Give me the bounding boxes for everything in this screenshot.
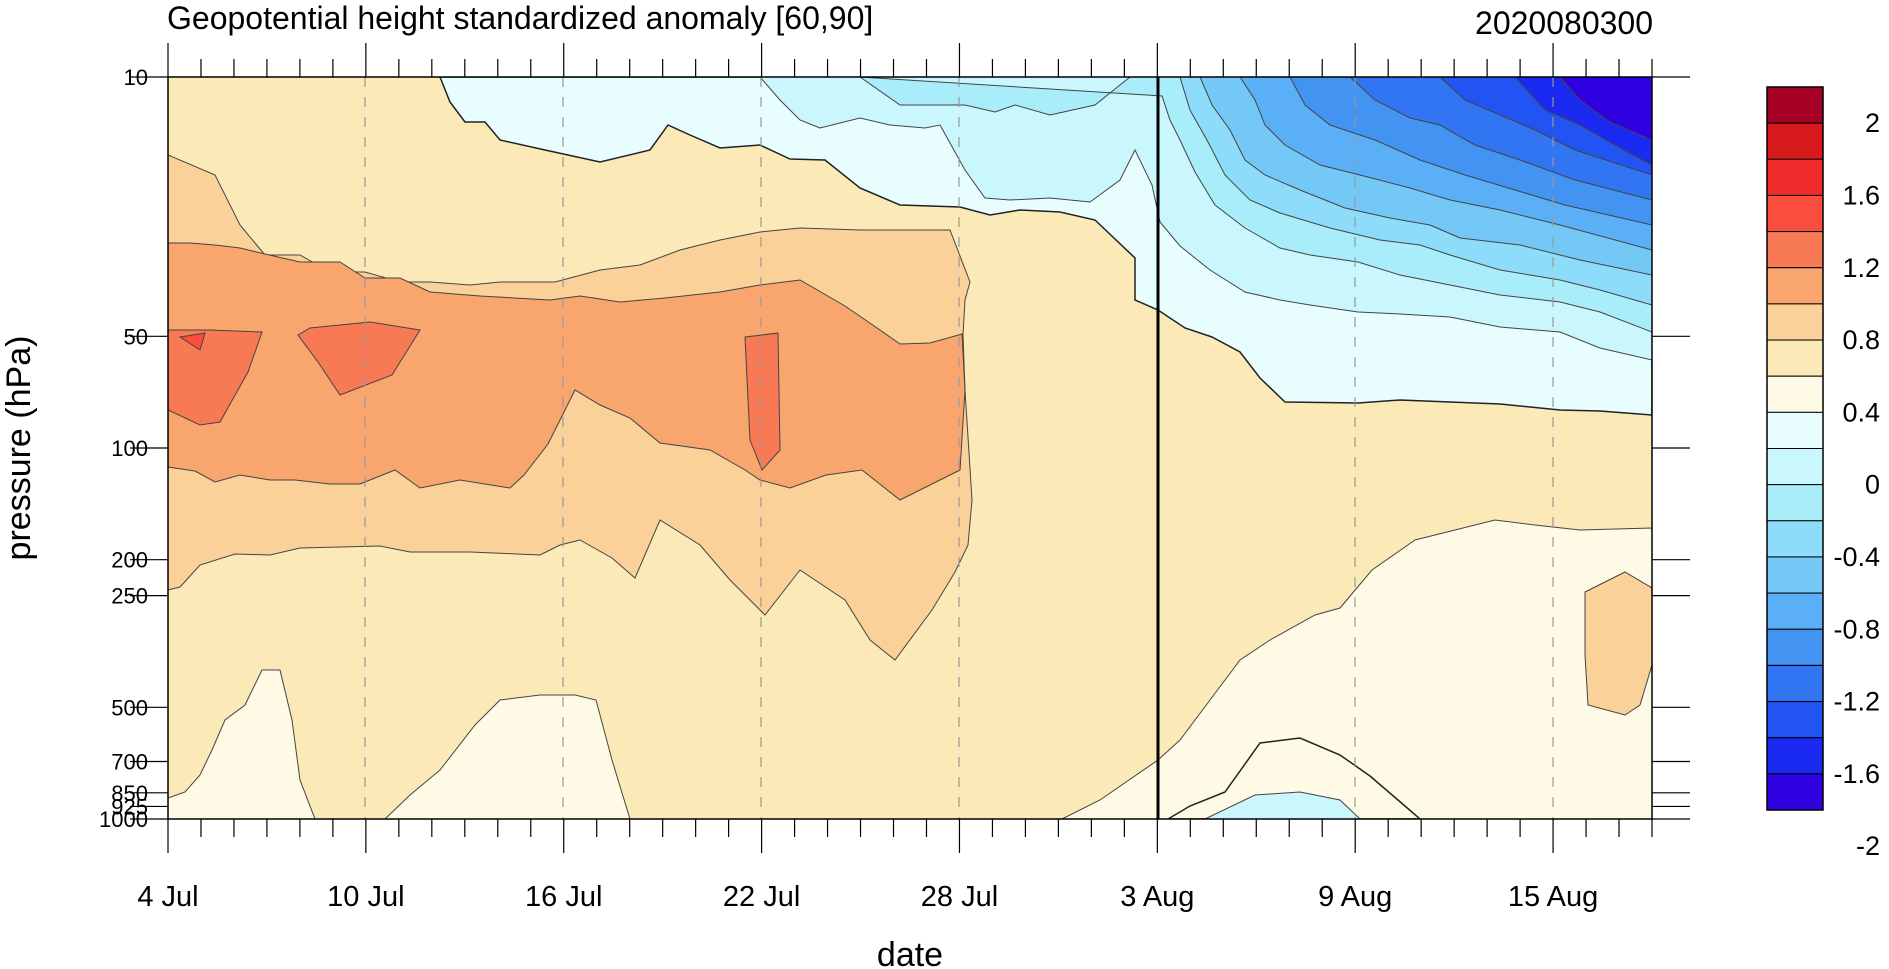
x-tick-label: 10 Jul	[327, 881, 404, 913]
colorbar-label: 0.8	[1842, 325, 1880, 355]
x-axis: 4 Jul 10 Jul 16 Jul 22 Jul 28 Jul 3 Aug 9 Aug 1…	[137, 43, 1653, 913]
y-tick-label: 10	[124, 65, 148, 90]
chart-title: Geopotential height standardized anomaly…	[167, 0, 873, 36]
x-tick-label: 28 Jul	[921, 881, 998, 913]
colorbar-swatch	[1766, 231, 1824, 269]
chart-timestamp: 2020080300	[1475, 5, 1653, 41]
colorbar-swatch	[1766, 194, 1824, 233]
colorbar-swatch	[1766, 664, 1824, 703]
anomaly-region-pos-1.6-b	[297, 321, 421, 396]
anomaly-region-low-right	[1061, 519, 1652, 819]
colorbar-swatch	[1766, 520, 1824, 558]
colorbar-swatch	[1766, 737, 1824, 775]
colorbar-swatch	[1766, 592, 1824, 630]
colorbar-label: 0.4	[1842, 397, 1880, 427]
y-tick-label: 50	[124, 324, 148, 349]
y-tick-label: 1000	[99, 807, 148, 832]
colorbar-label: 1.2	[1842, 253, 1880, 283]
y-tick-label: 100	[111, 436, 148, 461]
date-grid	[364, 77, 1554, 819]
colorbar-label: 2	[1865, 108, 1880, 138]
x-tick-label: 4 Jul	[137, 881, 198, 913]
colorbar-swatch	[1766, 267, 1824, 305]
plot-area: 4 Jul 10 Jul 16 Jul 22 Jul 28 Jul 3 Aug 9 Aug 1…	[99, 43, 1690, 913]
anomaly-region-pos-1.6-a	[168, 329, 263, 426]
x-tick-label: 9 Aug	[1318, 881, 1392, 913]
x-tick-label: 3 Aug	[1120, 881, 1194, 913]
y-tick-label: 500	[111, 695, 148, 720]
colorbar-swatch	[1766, 556, 1824, 594]
colorbar-label: 0	[1865, 470, 1880, 500]
colorbar-label: -2	[1856, 831, 1880, 861]
colorbar-frame	[1766, 86, 1824, 811]
y-tick-label: 200	[111, 548, 148, 573]
anomaly-region-neg-surface-inner	[1204, 791, 1361, 819]
colorbar: 2 1.6 1.2 0.8 0.4 0 -0.4 -0.8 -1.2 -1.6 -2	[1766, 86, 1880, 861]
colorbar-swatch	[1766, 339, 1824, 377]
x-axis-label: date	[877, 936, 943, 969]
colorbar-swatch	[1766, 86, 1824, 124]
colorbar-swatch	[1766, 122, 1824, 160]
anomaly-region-low-mid	[384, 694, 631, 819]
colorbar-label: 1.6	[1842, 180, 1880, 210]
colorbar-swatch	[1766, 375, 1824, 413]
x-tick-label: 15 Aug	[1508, 881, 1598, 913]
colorbar-swatch	[1766, 484, 1824, 522]
anomaly-region-neg-4.0	[1559, 77, 1652, 141]
x-tick-label: 16 Jul	[525, 881, 602, 913]
anomaly-region-pos-2.0-spot	[178, 332, 206, 351]
anomaly-region-neg-surface	[1166, 737, 1422, 819]
colorbar-label: -0.4	[1833, 542, 1880, 572]
colorbar-label: -1.2	[1833, 687, 1880, 717]
colorbar-swatch	[1766, 701, 1824, 739]
y-tick-label: 850	[111, 781, 148, 806]
colorbar-swatch	[1766, 773, 1824, 811]
colorbar-swatch	[1766, 448, 1824, 486]
y-tick-label: 250	[111, 584, 148, 609]
y-tick-label: 925	[111, 794, 148, 819]
anomaly-region-pos-1.6-c	[744, 332, 781, 471]
y-axis-label: pressure (hPa)	[0, 336, 38, 561]
anomaly-region-pos-0.8-right	[1584, 571, 1652, 716]
colorbar-swatch	[1766, 158, 1824, 196]
anomaly-region-low-left	[168, 669, 316, 819]
y-tick-label: 700	[111, 750, 148, 775]
x-tick-label: 22 Jul	[723, 881, 800, 913]
colorbar-swatch	[1766, 411, 1824, 450]
colorbar-label: -1.6	[1833, 759, 1880, 789]
colorbar-swatch	[1766, 303, 1824, 341]
colorbar-label: -0.8	[1833, 614, 1880, 644]
colorbar-swatch	[1766, 628, 1824, 666]
